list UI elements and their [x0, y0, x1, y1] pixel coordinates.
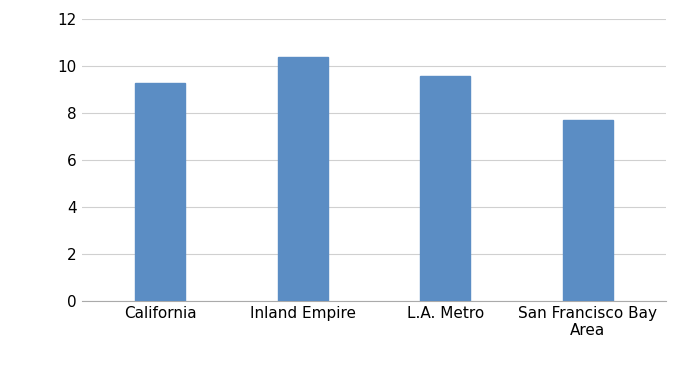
Bar [277, 57, 328, 301]
Bar [563, 120, 613, 301]
Bar [135, 83, 185, 301]
Bar [420, 76, 471, 301]
